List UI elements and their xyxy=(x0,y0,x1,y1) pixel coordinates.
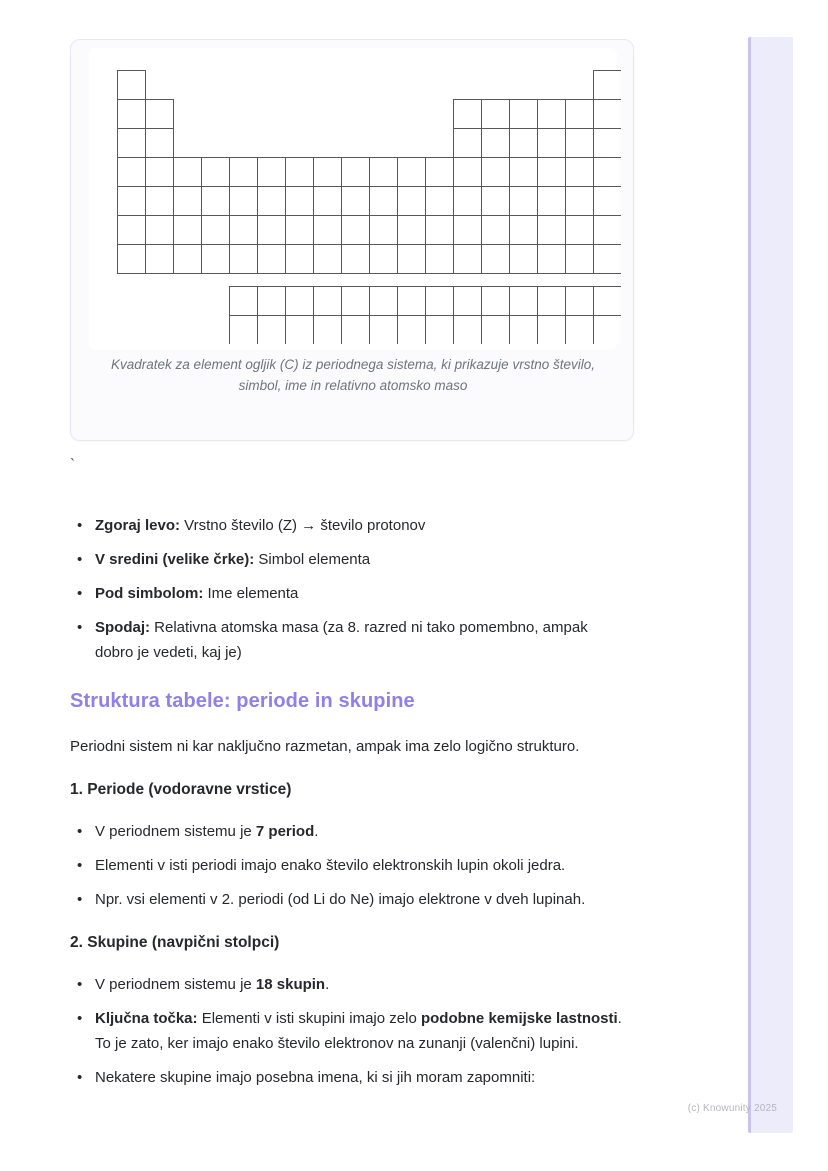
element-anatomy-list: Zgoraj levo: Vrstno število (Z) → števil… xyxy=(70,513,622,665)
list-item: Elementi v isti periodi imajo enako štev… xyxy=(70,853,622,878)
list-item: Nekatere skupine imajo posebna imena, ki… xyxy=(70,1065,622,1090)
document-body: ` Zgoraj levo: Vrstno število (Z) → štev… xyxy=(70,430,622,1099)
figure-caption: Kvadratek za element ogljik (C) iz perio… xyxy=(111,357,595,393)
subsection-title-periods: 1. Periode (vodoravne vrstice) xyxy=(70,781,292,798)
figure-card: Kvadratek za element ogljik (C) iz perio… xyxy=(70,39,634,441)
figure-image-background xyxy=(89,48,621,350)
subsection-title-groups: 2. Skupine (navpični stolpci) xyxy=(70,934,280,951)
list-item: Zgoraj levo: Vrstno število (Z) → števil… xyxy=(70,513,622,538)
stray-backtick: ` xyxy=(70,456,75,473)
periodic-table-diagram xyxy=(117,70,621,344)
intro-paragraph: Periodni sistem ni kar naključno razmeta… xyxy=(70,738,580,755)
section-heading: Struktura tabele: periode in skupine xyxy=(70,690,415,712)
list-item: Npr. vsi elementi v 2. periodi (od Li do… xyxy=(70,887,622,912)
list-item: Spodaj: Relativna atomska masa (za 8. ra… xyxy=(70,615,622,665)
list-item: V periodnem sistemu je 7 period. xyxy=(70,819,622,844)
periods-list: V periodnem sistemu je 7 period. Elementi… xyxy=(70,819,622,912)
list-item: Ključna točka: Elementi v isti skupini i… xyxy=(70,1006,622,1056)
side-scrollbar[interactable] xyxy=(748,37,793,1133)
watermark: (c) Knowunity 2025 xyxy=(687,1103,777,1114)
groups-list: V periodnem sistemu je 18 skupin. Ključna… xyxy=(70,972,622,1090)
list-item: V periodnem sistemu je 18 skupin. xyxy=(70,972,622,997)
list-item: V sredini (velike črke): Simbol elementa xyxy=(70,547,622,572)
list-item: Pod simbolom: Ime elementa xyxy=(70,581,622,606)
